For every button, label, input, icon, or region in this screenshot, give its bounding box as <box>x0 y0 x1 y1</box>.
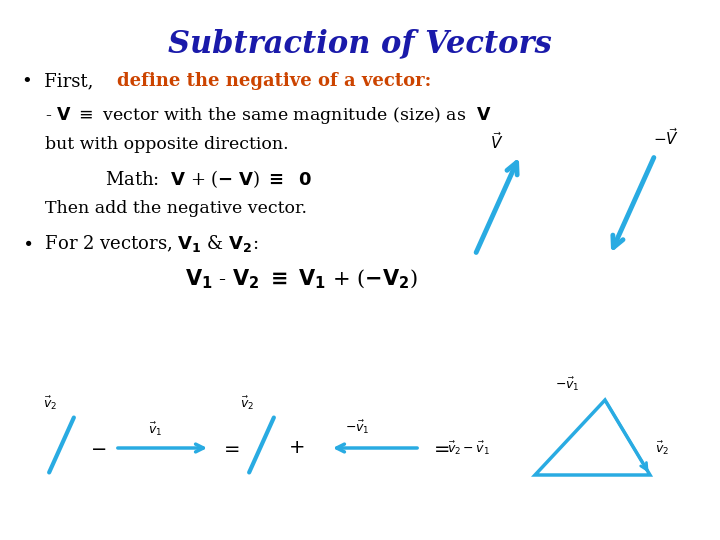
Text: - $\mathbf{V}$ $\equiv$ vector with the same magnitude (size) as  $\mathbf{V}$: - $\mathbf{V}$ $\equiv$ vector with the … <box>45 105 492 126</box>
Text: but with opposite direction.: but with opposite direction. <box>45 136 289 153</box>
Text: $=$: $=$ <box>220 439 240 457</box>
Text: Math:  $\mathbf{V}$ + ($\mathbf{-}$ $\mathbf{V}$) $\mathbf{\equiv}$  $\mathbf{0}: Math: $\mathbf{V}$ + ($\mathbf{-}$ $\mat… <box>105 168 312 190</box>
Text: $-\vec{v}_1$: $-\vec{v}_1$ <box>555 376 580 393</box>
Text: Subtraction of Vectors: Subtraction of Vectors <box>168 28 552 59</box>
Text: Then add the negative vector.: Then add the negative vector. <box>45 200 307 217</box>
Text: $\vec{v}_1$: $\vec{v}_1$ <box>148 421 162 438</box>
Text: $\vec{V}$: $\vec{V}$ <box>490 131 503 152</box>
Text: $\vec{v}_2$: $\vec{v}_2$ <box>43 395 57 412</box>
Text: •  First,: • First, <box>22 72 99 90</box>
Text: $-\vec{V}$: $-\vec{V}$ <box>653 127 679 148</box>
Text: $=$: $=$ <box>430 439 450 457</box>
Text: $+$: $+$ <box>288 439 305 457</box>
Text: $\bullet$  For 2 vectors, $\mathbf{V_1}$ & $\mathbf{V_2}$:: $\bullet$ For 2 vectors, $\mathbf{V_1}$ … <box>22 233 258 254</box>
Text: $\vec{v}_2-\vec{v}_1$: $\vec{v}_2-\vec{v}_1$ <box>447 440 490 457</box>
Text: define the negative of a vector:: define the negative of a vector: <box>117 72 431 90</box>
Text: $\vec{v}_2$: $\vec{v}_2$ <box>655 440 669 457</box>
Text: $\vec{v}_2$: $\vec{v}_2$ <box>240 395 254 412</box>
Text: $\mathbf{V_1}$ - $\mathbf{V_2}$ $\mathbf{\equiv}$ $\mathbf{V_1}$ + ($\mathbf{-V_: $\mathbf{V_1}$ - $\mathbf{V_2}$ $\mathbf… <box>185 268 418 291</box>
Text: $-$: $-$ <box>90 439 107 457</box>
Text: $-\vec{v}_1$: $-\vec{v}_1$ <box>345 418 370 436</box>
